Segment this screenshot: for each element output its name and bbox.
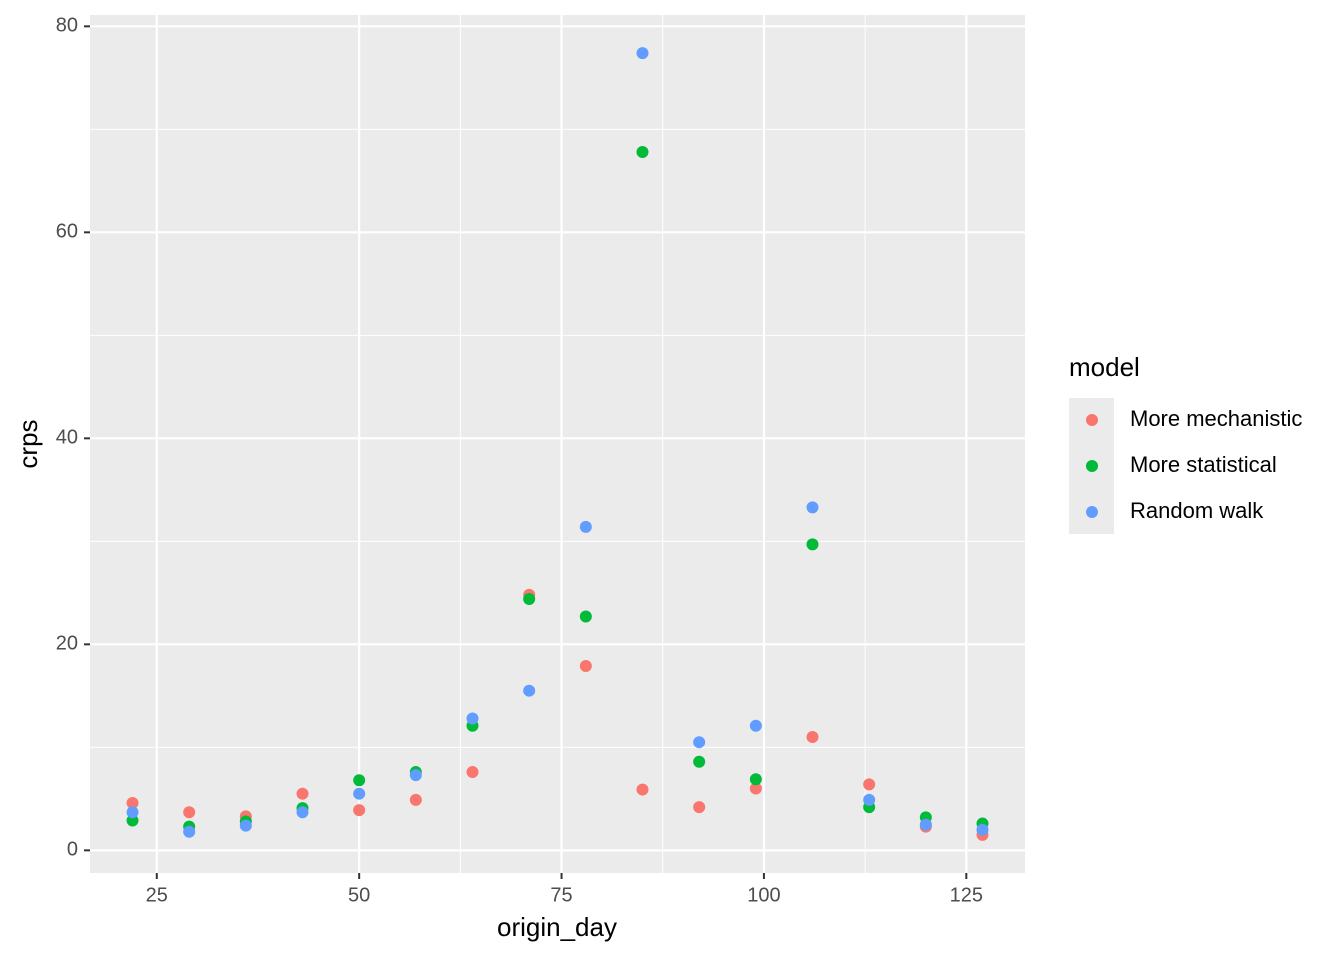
point [466, 766, 479, 779]
y-tick-label: 20 [56, 633, 78, 655]
point [806, 731, 819, 744]
point [636, 145, 649, 158]
y-tick-label: 0 [67, 839, 78, 861]
x-tick-label: 75 [550, 884, 572, 906]
point [409, 793, 422, 806]
point [976, 823, 989, 836]
point [579, 659, 592, 672]
point [296, 787, 309, 800]
point [409, 769, 422, 782]
point [126, 796, 139, 809]
panel [90, 15, 1025, 873]
point [466, 712, 479, 725]
point [183, 806, 196, 819]
x-axis-title: origin_day [497, 912, 617, 942]
y-axis-title: crps [13, 419, 43, 468]
legend-key [1086, 506, 1098, 518]
point [636, 783, 649, 796]
point [636, 47, 649, 60]
point [749, 782, 762, 795]
point [693, 801, 706, 814]
x-tick-label: 25 [146, 884, 168, 906]
y-tick-label: 80 [56, 15, 78, 37]
point [806, 538, 819, 551]
point [353, 804, 366, 817]
point [749, 719, 762, 732]
point [806, 501, 819, 514]
point [296, 806, 309, 819]
point [126, 814, 139, 827]
point [693, 755, 706, 768]
legend-key [1086, 414, 1098, 426]
x-tick-label: 50 [348, 884, 370, 906]
point [863, 778, 876, 791]
point [239, 819, 252, 832]
x-tick-label: 125 [950, 884, 983, 906]
point [353, 774, 366, 787]
y-tick-label: 40 [56, 427, 78, 449]
point [749, 773, 762, 786]
point [126, 806, 139, 819]
x-tick-label: 100 [747, 884, 780, 906]
point [353, 787, 366, 800]
legend-label: Random walk [1130, 498, 1264, 523]
legend-label: More statistical [1130, 452, 1277, 477]
point [863, 793, 876, 806]
point [919, 818, 932, 831]
point [579, 520, 592, 533]
point [183, 825, 196, 838]
legend-label: More mechanistic [1130, 406, 1302, 431]
point [693, 736, 706, 749]
y-tick-label: 60 [56, 221, 78, 243]
point [579, 610, 592, 623]
legend-key [1086, 460, 1098, 472]
point [523, 593, 536, 606]
legend-title: model [1069, 352, 1140, 382]
point [523, 684, 536, 697]
